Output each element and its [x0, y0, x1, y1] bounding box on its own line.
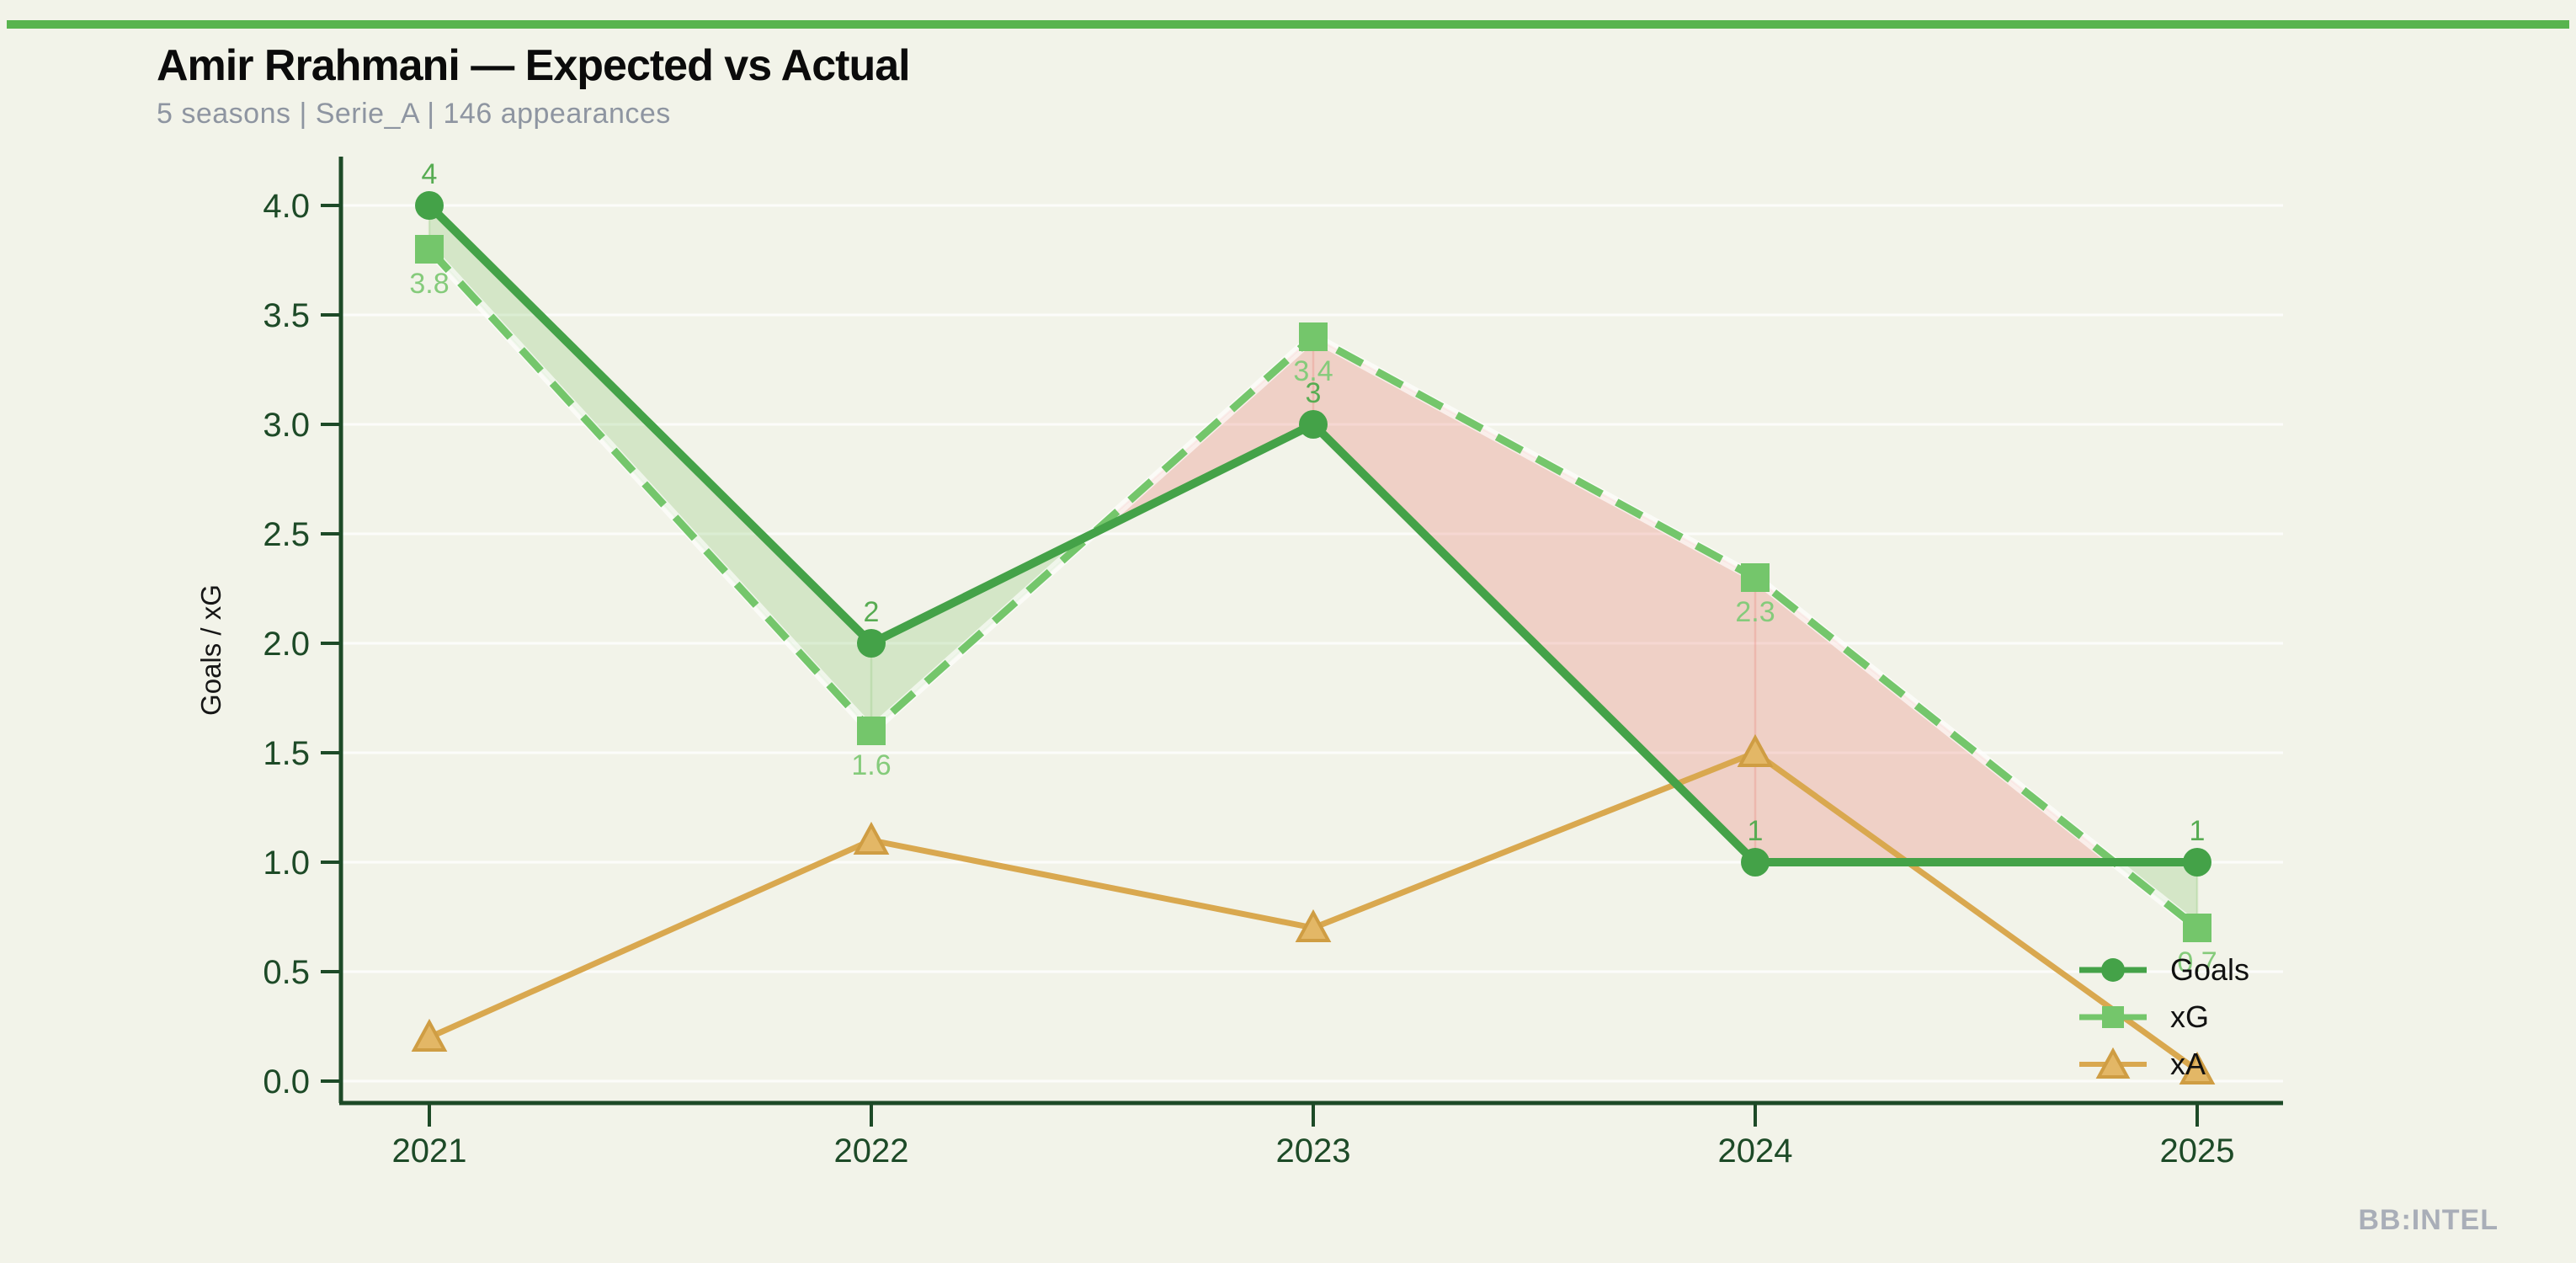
legend-xa-swatch [2079, 1047, 2147, 1079]
marker-xg-square [2183, 914, 2211, 942]
marker-goals-circle [1741, 848, 1770, 877]
y-tick-label: 3.5 [263, 297, 310, 334]
marker-xa-triangle [1737, 733, 1774, 767]
marker-xg-square [1741, 563, 1770, 592]
data-label-goals: 2 [864, 596, 880, 628]
marker-xg-square [1299, 322, 1328, 351]
data-label-xg: 2.3 [1735, 596, 1775, 628]
page-title: Amir Rrahmani — Expected vs Actual [157, 41, 911, 90]
marker-xa-triangle [853, 821, 890, 855]
fill-underperformance [1091, 334, 2118, 865]
y-axis-title: Goals / xG [195, 584, 226, 716]
x-tick-label: 2025 [2160, 1132, 2235, 1170]
legend-xg-label: xG [2170, 999, 2210, 1034]
marker-xg-square [857, 717, 886, 745]
legend-item-xa: xA [2078, 1041, 2249, 1088]
marker-xa-triangle [411, 1018, 448, 1052]
marker-xa-triangle [2179, 1051, 2216, 1084]
data-label-goals: 1 [2190, 815, 2206, 847]
legend-item-goals: Goals [2078, 946, 2249, 994]
data-label-xg: 0.7 [2177, 946, 2217, 978]
x-tick-label: 2021 [392, 1132, 467, 1170]
brand-watermark: BB:INTEL [2358, 1204, 2499, 1236]
data-label-goals: 3 [1306, 377, 1322, 409]
y-tick-label: 3.0 [263, 407, 310, 444]
y-tick-label: 0.5 [263, 954, 310, 991]
legend-goals-swatch [2079, 958, 2147, 982]
data-label-goals: 4 [422, 158, 438, 190]
marker-goals-circle [1299, 410, 1328, 439]
data-label-xg: 3.8 [409, 268, 449, 300]
data-label-xg: 3.4 [1293, 355, 1333, 387]
data-label-goals: 1 [1748, 815, 1764, 847]
y-tick-label: 1.0 [263, 845, 310, 882]
header: Amir Rrahmani — Expected vs Actual 5 sea… [157, 40, 911, 131]
x-tick-label: 2024 [1718, 1132, 1793, 1170]
y-tick-label: 4.0 [263, 188, 310, 225]
legend-item-xg: xG [2078, 994, 2249, 1041]
y-tick-label: 0.0 [263, 1063, 310, 1100]
legend-goals-label: Goals [2170, 952, 2250, 987]
marker-xg-square [415, 235, 444, 264]
page-subtitle: 5 seasons | Serie_A | 146 appearances [157, 98, 671, 130]
legend-xa-triangle-icon [2095, 1047, 2131, 1079]
legend-xg-square-icon [2102, 1006, 2124, 1028]
marker-goals-circle [857, 629, 886, 658]
x-tick-label: 2023 [1276, 1132, 1351, 1170]
marker-goals-circle [415, 191, 444, 220]
y-tick-label: 2.0 [263, 626, 310, 663]
top-accent-bar [7, 20, 2569, 29]
y-tick-label: 2.5 [263, 516, 310, 553]
legend-xg-swatch [2079, 1006, 2147, 1028]
marker-goals-circle [2183, 848, 2211, 877]
x-tick-label: 2022 [834, 1132, 909, 1170]
marker-xa-triangle [1295, 909, 1332, 942]
chart-legend: Goals xG xA [2078, 946, 2249, 1088]
y-tick-label: 1.5 [263, 735, 310, 772]
data-label-xg: 1.6 [851, 749, 891, 781]
legend-goals-circle-icon [2101, 958, 2125, 982]
legend-xa-label: xA [2170, 1047, 2206, 1081]
